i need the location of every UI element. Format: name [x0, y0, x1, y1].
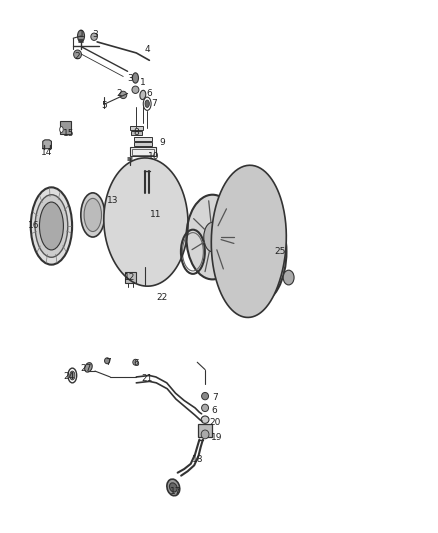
Text: 19: 19 — [211, 433, 223, 442]
Ellipse shape — [133, 359, 138, 365]
Bar — [130, 126, 143, 130]
Ellipse shape — [230, 200, 286, 303]
Text: 6: 6 — [146, 89, 152, 98]
Bar — [131, 131, 142, 135]
Text: 1: 1 — [140, 78, 146, 87]
Circle shape — [132, 73, 138, 83]
Ellipse shape — [201, 430, 209, 439]
Ellipse shape — [91, 33, 97, 41]
Polygon shape — [211, 165, 286, 318]
Text: 7: 7 — [212, 393, 218, 402]
Ellipse shape — [84, 198, 102, 231]
Circle shape — [60, 126, 63, 133]
Ellipse shape — [31, 187, 72, 265]
Ellipse shape — [201, 416, 209, 423]
Ellipse shape — [74, 50, 81, 59]
Text: 24: 24 — [63, 373, 74, 382]
Text: 12: 12 — [124, 273, 135, 282]
Ellipse shape — [35, 195, 68, 257]
Text: 16: 16 — [28, 222, 40, 230]
Text: 4: 4 — [145, 45, 150, 54]
Text: 11: 11 — [150, 211, 162, 220]
Text: 1: 1 — [79, 30, 85, 39]
Text: 2: 2 — [116, 89, 122, 98]
Ellipse shape — [119, 203, 158, 263]
Ellipse shape — [170, 483, 177, 492]
Ellipse shape — [201, 392, 208, 400]
Text: 21: 21 — [141, 374, 153, 383]
Bar — [132, 149, 154, 155]
Text: 10: 10 — [148, 151, 159, 160]
Text: 22: 22 — [157, 293, 168, 302]
Text: 9: 9 — [159, 138, 165, 147]
Text: 7: 7 — [105, 358, 111, 367]
Ellipse shape — [186, 195, 239, 279]
Ellipse shape — [39, 202, 64, 250]
Circle shape — [78, 30, 85, 42]
Ellipse shape — [167, 479, 180, 496]
Ellipse shape — [132, 86, 139, 93]
Text: 6: 6 — [212, 406, 218, 415]
Ellipse shape — [204, 222, 221, 252]
Polygon shape — [104, 158, 188, 286]
Text: 5: 5 — [101, 101, 106, 110]
Ellipse shape — [120, 91, 127, 99]
Ellipse shape — [85, 362, 92, 372]
Text: 17: 17 — [170, 487, 181, 496]
Text: 15: 15 — [63, 130, 74, 139]
Text: 14: 14 — [42, 148, 53, 157]
Circle shape — [70, 371, 75, 380]
Bar — [134, 137, 152, 141]
Ellipse shape — [105, 358, 110, 364]
Ellipse shape — [140, 90, 146, 100]
Text: 3: 3 — [127, 74, 133, 83]
Text: 6: 6 — [134, 359, 139, 368]
Circle shape — [145, 100, 149, 108]
Text: 2: 2 — [75, 52, 80, 61]
Ellipse shape — [81, 193, 105, 237]
Ellipse shape — [113, 193, 165, 274]
Text: 27: 27 — [81, 364, 92, 373]
Ellipse shape — [201, 404, 208, 411]
Text: 18: 18 — [191, 455, 203, 464]
Text: 25: 25 — [274, 247, 286, 256]
Polygon shape — [43, 140, 51, 149]
Ellipse shape — [283, 270, 294, 285]
Text: 13: 13 — [106, 196, 118, 205]
Bar — [60, 120, 71, 134]
Bar — [130, 147, 156, 156]
Bar — [125, 272, 136, 284]
Bar — [198, 424, 212, 438]
Text: 8: 8 — [134, 128, 139, 137]
Bar — [134, 142, 152, 147]
Text: 7: 7 — [151, 99, 157, 108]
Text: 3: 3 — [92, 30, 98, 39]
Text: 20: 20 — [209, 418, 220, 427]
